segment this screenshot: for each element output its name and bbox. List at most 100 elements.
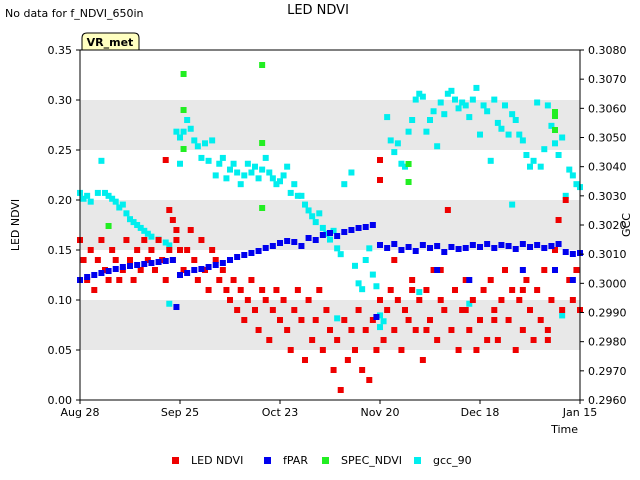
led-ndvi-point [144,257,151,263]
gcc-90-point [230,160,237,167]
led-ndvi-point [330,367,337,373]
led-ndvi-point [359,367,366,373]
led-ndvi-point [434,337,441,343]
led-ndvi-point [184,247,191,253]
led-ndvi-point [277,317,283,323]
gcc-90-point [473,84,480,91]
led-ndvi-point [405,317,412,323]
gcc-90-point [394,140,401,147]
gcc-90-point [527,163,533,170]
led-ndvi-point [523,277,530,283]
fpar-point [462,245,469,251]
led-ndvi-point [409,287,416,293]
gcc-90-point [409,117,416,123]
left-tick-label: 0.05 [48,344,73,357]
led-ndvi-point [305,297,312,303]
gcc-90-point [327,236,333,243]
led-ndvi-point [516,297,523,303]
led-ndvi-point [337,387,344,393]
led-ndvi-point [502,267,508,273]
led-ndvi-point [419,357,426,363]
led-ndvi-point [387,287,394,293]
gcc-90-point [480,102,487,109]
led-ndvi-point [459,307,466,313]
spec-ndvi-point [105,223,112,229]
y-axis-label-left: LED NDVI [9,199,22,251]
gcc-90-point [127,216,133,223]
gcc-90-point [334,315,341,322]
gcc-90-point [491,96,498,103]
led-ndvi-point [309,337,316,343]
gcc-90-point [523,152,530,158]
gcc-90-point [559,312,566,319]
fpar-point [284,238,291,244]
led-ndvi-point [255,327,262,333]
left-tick-label: 0.35 [48,44,73,57]
legend-swatch-fpar [264,457,271,464]
gcc-90-point [319,224,326,231]
gcc-90-point [384,114,391,121]
gcc-90-point [130,219,137,226]
fpar-point [519,241,526,247]
led-ndvi-point [477,317,483,323]
points-layer [77,62,583,393]
gcc-90-point [219,154,226,161]
no-data-note: No data for f_NDVI_650in [5,7,144,20]
gcc-90-point [444,90,451,97]
gcc-90-point [180,128,187,135]
led-ndvi-point [452,287,458,293]
gcc-90-point [437,99,444,106]
fpar-point [434,243,441,249]
gcc-90-point [434,143,441,150]
led-ndvi-point [180,267,187,273]
led-ndvi-point [530,337,537,343]
gcc-90-point [477,131,483,138]
gcc-90-point [484,108,491,115]
gcc-90-point [380,318,387,325]
gcc-90-point [237,181,244,188]
led-ndvi-point [252,307,258,313]
gcc-90-point [191,137,198,144]
fpar-point [484,241,491,247]
gcc-90-point [423,128,430,135]
gcc-90-point [198,154,205,161]
gcc-90-point [166,242,173,249]
gcc-90-point [227,166,233,173]
led-ndvi-point [234,307,241,313]
led-ndvi-point [130,277,137,283]
led-ndvi-point [227,297,233,303]
right-tick-label: 0.2990 [588,307,627,320]
left-tick-label: 0.25 [48,144,73,157]
left-axis: 0.00 0.05 0.10 0.15 0.20 0.25 0.30 0.35 [48,44,80,407]
gcc-90-point [109,195,116,202]
fpar-point [534,242,541,248]
legend-label-spec-ndvi: SPEC_NDVI [341,454,402,467]
fpar-point [527,244,533,250]
gcc-90-point [455,105,462,112]
legend-swatch-spec-ndvi [322,457,329,464]
led-ndvi-point [487,277,494,283]
led-ndvi-point [462,307,469,313]
spec-ndvi-point [552,109,558,115]
fpar-point [327,230,333,236]
led-ndvi-point [173,227,180,233]
fpar-point [519,267,526,273]
right-tick-label: 0.3050 [588,132,627,145]
left-tick-label: 0.00 [48,394,73,407]
spec-ndvi-point [259,62,266,68]
led-ndvi-point [109,247,116,253]
fpar-point [255,248,262,254]
gcc-90-point [241,172,248,179]
gcc-90-point [252,163,258,170]
fpar-point [562,249,569,255]
led-ndvi-point [102,267,108,273]
fpar-point [162,258,169,264]
gcc-90-point [498,125,505,132]
led-ndvi-point [302,357,308,363]
gcc-90-point [448,87,455,94]
fpar-point [384,245,391,251]
led-ndvi-point [512,347,519,353]
fpar-point [191,267,198,273]
gcc-90-point [162,239,169,246]
x-tick-label: Sep 25 [161,406,199,419]
